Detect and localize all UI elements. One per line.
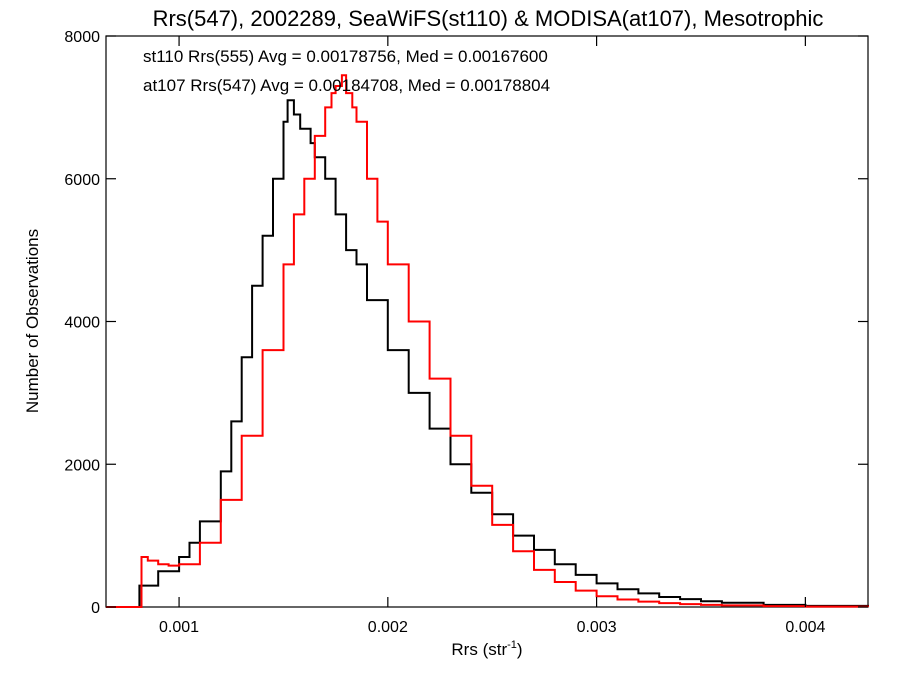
- x-axis-label: Rrs (str-1): [451, 639, 522, 659]
- y-tick-label: 0: [91, 600, 100, 617]
- x-tick-label: 0.003: [577, 619, 617, 636]
- x-tick-label: 0.002: [368, 619, 408, 636]
- chart-title: Rrs(547), 2002289, SeaWiFS(st110) & MODI…: [153, 6, 824, 31]
- y-tick-label: 2000: [64, 457, 100, 474]
- y-axis-label: Number of Observations: [23, 229, 42, 413]
- legend-entry-st110: st110 Rrs(555) Avg = 0.00178756, Med = 0…: [143, 47, 548, 66]
- y-tick-label: 8000: [64, 29, 100, 46]
- plot-area: 0.001 0.002 0.003 0.004 0 2000 4000 6000 8000: [64, 29, 869, 636]
- legend-entry-at107: at107 Rrs(547) Avg = 0.00184708, Med = 0…: [143, 76, 550, 95]
- y-tick-label: 4000: [64, 315, 100, 332]
- legend: st110 Rrs(555) Avg = 0.00178756, Med = 0…: [143, 47, 550, 95]
- series-layer: [106, 74, 869, 608]
- series-line-at107: [106, 74, 869, 608]
- x-tick-label: 0.001: [159, 619, 199, 636]
- ticks-layer: 0.001 0.002 0.003 0.004 0 2000 4000 6000 8000: [64, 29, 868, 636]
- x-tick-label: 0.004: [785, 619, 825, 636]
- y-tick-label: 6000: [64, 172, 100, 189]
- series-line-st110: [106, 99, 869, 608]
